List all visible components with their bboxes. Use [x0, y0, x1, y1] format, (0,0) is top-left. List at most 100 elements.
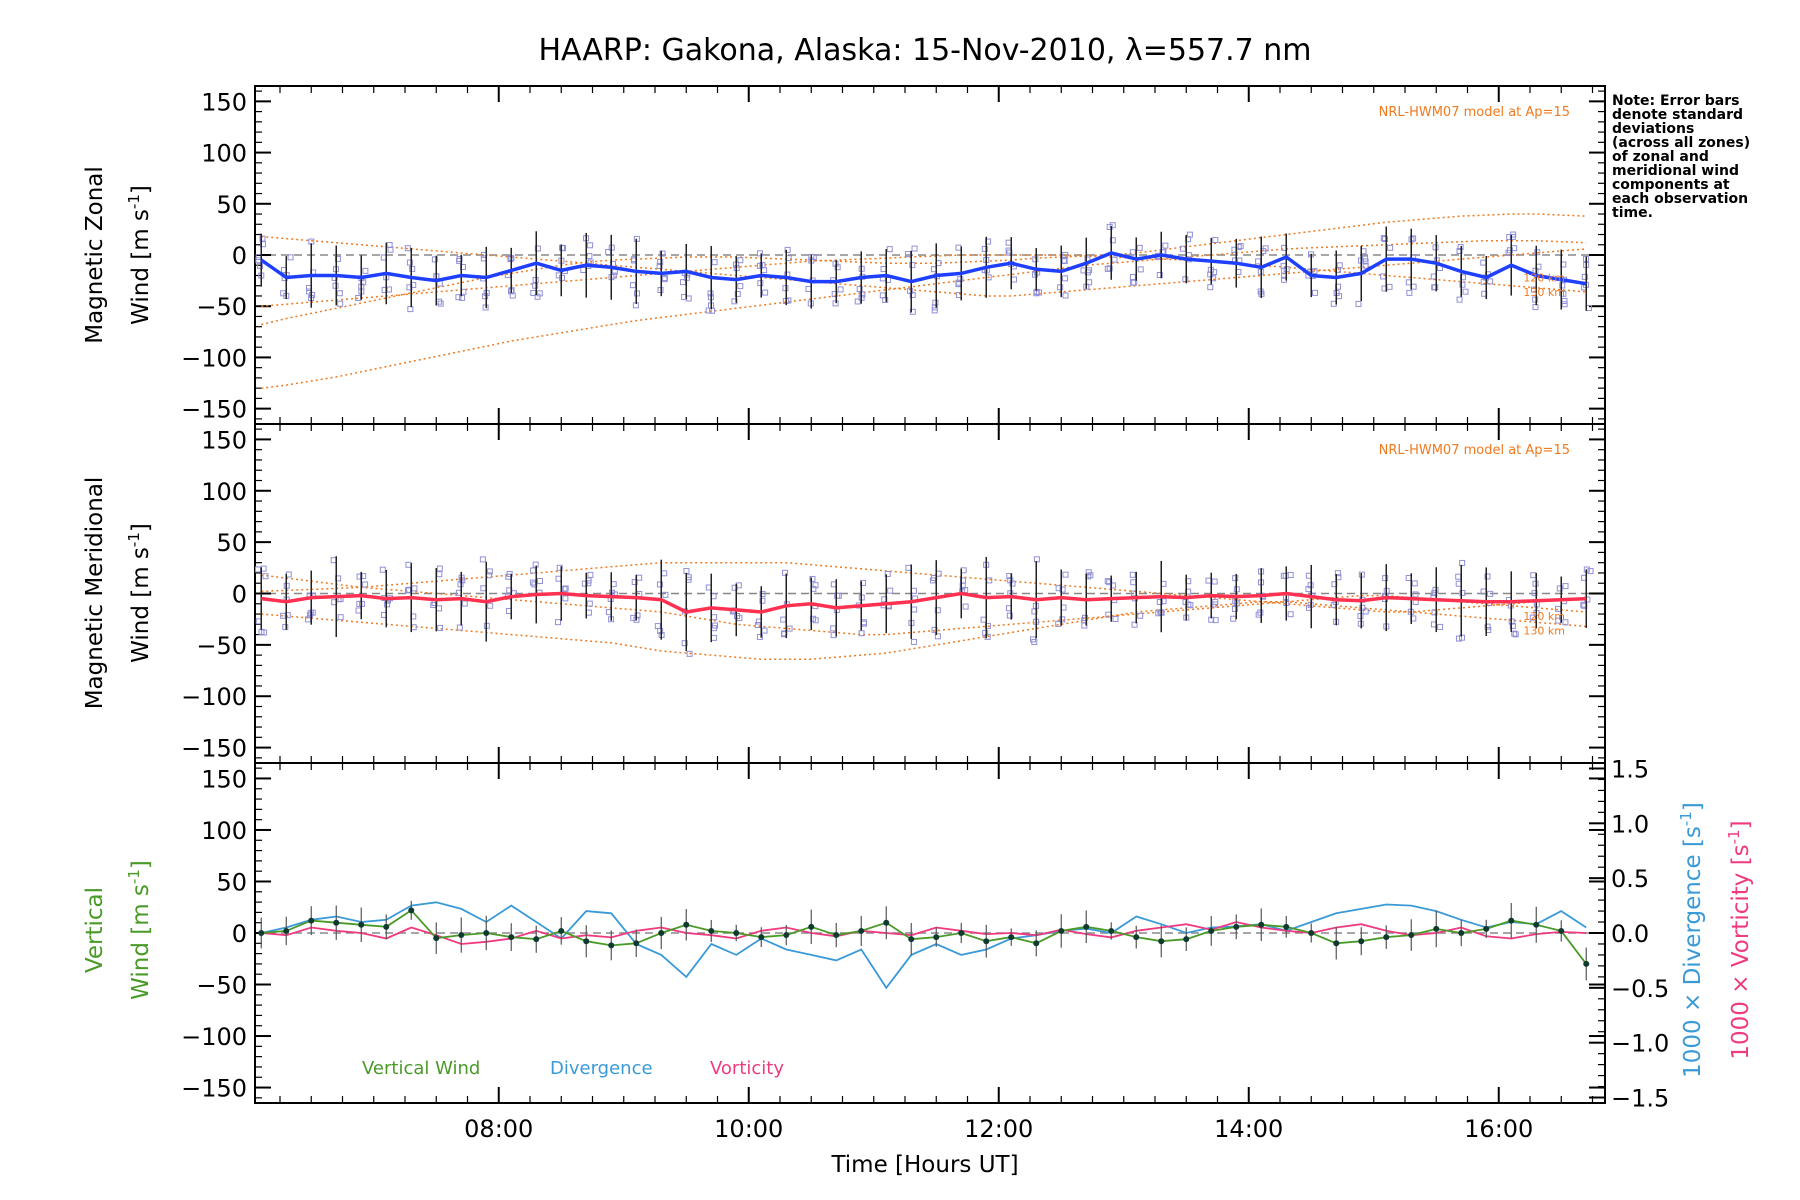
sample-point	[282, 624, 289, 631]
sample-point	[907, 287, 914, 294]
sample-point	[957, 276, 964, 283]
sample-point	[929, 577, 936, 584]
sample-point	[756, 250, 763, 257]
sample-point	[534, 293, 541, 300]
sample-point	[1104, 265, 1111, 272]
sample-point	[1334, 570, 1341, 577]
vertical-wind-point	[1033, 940, 1040, 947]
sample-point	[487, 602, 494, 609]
sample-point	[404, 587, 411, 594]
y2-tick-label: −1.0	[1611, 1030, 1669, 1058]
y-tick-label: −100	[181, 683, 247, 711]
zonal-ylabel-line1: Magnetic Zonal	[82, 166, 108, 344]
sample-point	[879, 292, 886, 299]
vertical-wind-line	[261, 909, 1587, 965]
sample-point	[1484, 623, 1491, 630]
y-tick-label: 0	[232, 581, 247, 609]
y2-tick-label: 0.0	[1611, 920, 1649, 948]
sample-point	[1129, 571, 1136, 578]
y-tick-label: −50	[196, 632, 247, 660]
sample-point	[259, 235, 266, 242]
sample-point	[1532, 296, 1539, 303]
sample-point	[507, 256, 514, 263]
sample-point	[754, 621, 761, 628]
sample-point	[1129, 249, 1136, 256]
sample-point	[587, 242, 594, 249]
sample-point	[679, 279, 686, 286]
sample-point	[1104, 578, 1111, 585]
sample-point	[1084, 269, 1091, 276]
vertical-wind-point	[458, 932, 465, 939]
sample-point	[962, 603, 969, 610]
sample-point	[812, 617, 819, 624]
zonal-ylabel-line2: Wind [m s-1]	[125, 185, 154, 325]
vertical-wind-point	[533, 936, 540, 943]
sample-point	[1162, 242, 1169, 249]
sample-point	[1137, 266, 1144, 273]
sample-point	[911, 245, 918, 252]
y-tick-label: 150	[201, 88, 247, 116]
vertical-wind-point	[758, 934, 765, 941]
vertical-wind-point	[1383, 934, 1390, 941]
vertical-wind-point	[508, 934, 515, 941]
vorticity-line	[261, 921, 1587, 945]
sample-point	[1211, 578, 1218, 585]
sample-point	[812, 582, 819, 589]
sample-point	[1355, 300, 1362, 307]
sample-point	[1509, 622, 1516, 629]
sample-point	[1362, 258, 1369, 265]
sample-point	[406, 259, 413, 266]
model-altitude-label: 130 km	[1523, 286, 1565, 299]
vertical-wind-point	[1058, 927, 1065, 934]
sample-point	[657, 258, 664, 265]
sample-point	[629, 282, 636, 289]
legend-vorticity: Vorticity	[710, 1058, 784, 1079]
vertical-wind-point	[683, 921, 690, 928]
sample-point	[681, 640, 688, 647]
vertical-wind-point	[858, 927, 865, 934]
vertical-wind-point	[933, 934, 940, 941]
sample-point	[407, 306, 414, 313]
x-axis-label: Time [Hours UT]	[830, 1152, 1018, 1178]
sample-point	[934, 633, 941, 640]
sample-point	[1061, 275, 1068, 282]
note-line: components at	[1612, 177, 1730, 193]
y-tick-label: −150	[181, 1075, 247, 1103]
vorticity-axis-label: 1000 × Vorticity [s-1]	[1725, 820, 1754, 1059]
sample-point	[1406, 289, 1413, 296]
vertical-wind-point	[983, 938, 990, 945]
sample-point	[661, 275, 668, 282]
sample-point	[1232, 575, 1239, 582]
sample-point	[1231, 605, 1238, 612]
sample-point	[1182, 276, 1189, 283]
vertical-wind-point	[1558, 927, 1565, 934]
sample-point	[1207, 271, 1214, 278]
sample-point	[631, 579, 638, 586]
note-line: each observation	[1612, 191, 1748, 207]
sample-point	[336, 290, 343, 297]
vertical-wind-point	[808, 923, 815, 930]
sample-point	[257, 262, 264, 269]
sample-point	[1137, 612, 1144, 619]
sample-point	[1262, 245, 1269, 252]
vertical-wind-point	[283, 927, 290, 934]
legend-divergence: Divergence	[550, 1058, 653, 1079]
sample-point	[1506, 247, 1513, 254]
vertical-wind-point	[1208, 927, 1215, 934]
sample-point	[1382, 575, 1389, 582]
chart-title: HAARP: Gakona, Alaska: 15-Nov-2010, λ=55…	[538, 33, 1311, 68]
vertical-wind-point	[633, 940, 640, 947]
note-line: time.	[1612, 205, 1653, 221]
sample-point	[1562, 583, 1569, 590]
sample-point	[437, 624, 444, 631]
sample-point	[734, 290, 741, 297]
sample-point	[1237, 243, 1244, 250]
sample-point	[1531, 590, 1538, 597]
vertical-wind-point	[383, 923, 390, 930]
sample-point	[304, 616, 311, 623]
sample-point	[1186, 231, 1193, 238]
sample-point	[1112, 616, 1119, 623]
sample-point	[456, 624, 463, 631]
y-tick-label: −50	[196, 972, 247, 1000]
